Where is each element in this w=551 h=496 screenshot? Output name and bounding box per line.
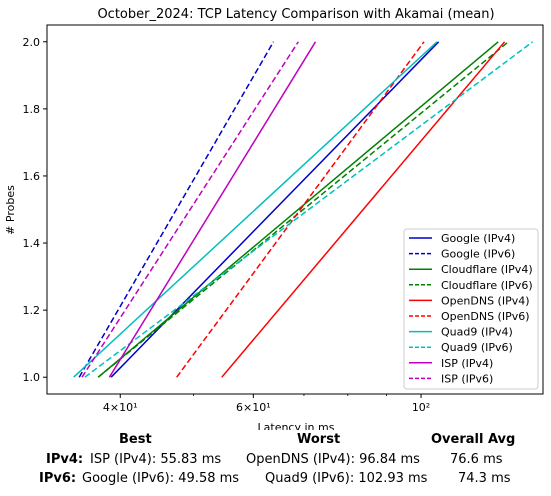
series-line-8 xyxy=(108,41,317,378)
series-line-1 xyxy=(78,41,275,378)
ipv6-avg: 74.3 ms xyxy=(458,471,511,486)
chart-title: October_2024: TCP Latency Comparison wit… xyxy=(97,7,494,22)
series-line-0 xyxy=(110,41,440,378)
row-label-ipv6: IPv6: xyxy=(39,471,77,486)
y-tick-label: 1.8 xyxy=(23,103,41,116)
legend-label-2: Cloudflare (IPv4) xyxy=(441,263,533,276)
legend-label-5: OpenDNS (IPv6) xyxy=(441,310,530,323)
ipv6-worst: Quad9 (IPv6): 102.93 ms xyxy=(265,471,428,486)
latency-chart: October_2024: TCP Latency Comparison wit… xyxy=(4,7,544,430)
x-tick-label: 6×10¹ xyxy=(236,401,271,414)
x-tick-label: 4×10¹ xyxy=(103,401,138,414)
ipv6-best: Google (IPv6): 49.58 ms xyxy=(82,471,240,486)
header-overall-avg: Overall Avg xyxy=(431,432,516,447)
ipv4-worst: OpenDNS (IPv4): 96.84 ms xyxy=(246,452,420,467)
header-worst: Worst xyxy=(297,432,341,447)
x-tick-label: 10² xyxy=(412,401,430,414)
legend-label-9: ISP (IPv6) xyxy=(441,372,493,385)
y-tick-label: 1.4 xyxy=(23,237,41,250)
series-line-5 xyxy=(176,41,425,378)
series-line-4 xyxy=(221,41,506,378)
ipv4-best: ISP (IPv4): 55.83 ms xyxy=(90,452,222,467)
series-line-9 xyxy=(81,41,299,378)
series-line-6 xyxy=(73,41,438,378)
row-label-ipv4: IPv4: xyxy=(46,452,84,467)
legend-label-7: Quad9 (IPv6) xyxy=(441,341,513,354)
legend-label-6: Quad9 (IPv4) xyxy=(441,326,513,339)
legend-box xyxy=(403,228,539,390)
series-line-7 xyxy=(84,41,534,378)
ipv4-avg: 76.6 ms xyxy=(450,452,503,467)
legend-label-0: Google (IPv4) xyxy=(441,232,515,245)
series-line-2 xyxy=(97,41,499,378)
legend: Google (IPv4) Google (IPv6) Cloudflare (IP… xyxy=(403,228,539,390)
y-tick-label: 2.0 xyxy=(23,36,41,49)
plot-area xyxy=(46,24,544,395)
y-tick-label: 1.6 xyxy=(23,170,41,183)
legend-label-4: OpenDNS (IPv4) xyxy=(441,294,530,307)
series-line-3 xyxy=(97,41,509,378)
legend-label-3: Cloudflare (IPv6) xyxy=(441,279,533,292)
header-best: Best xyxy=(119,432,152,447)
x-axis-label: Latency in ms xyxy=(258,421,335,430)
y-tick-label: 1.0 xyxy=(23,371,41,384)
y-axis-label: # Probes xyxy=(4,185,17,235)
legend-label-1: Google (IPv6) xyxy=(441,248,515,261)
legend-label-8: ISP (IPv4) xyxy=(441,357,493,370)
y-tick-label: 1.2 xyxy=(23,304,41,317)
